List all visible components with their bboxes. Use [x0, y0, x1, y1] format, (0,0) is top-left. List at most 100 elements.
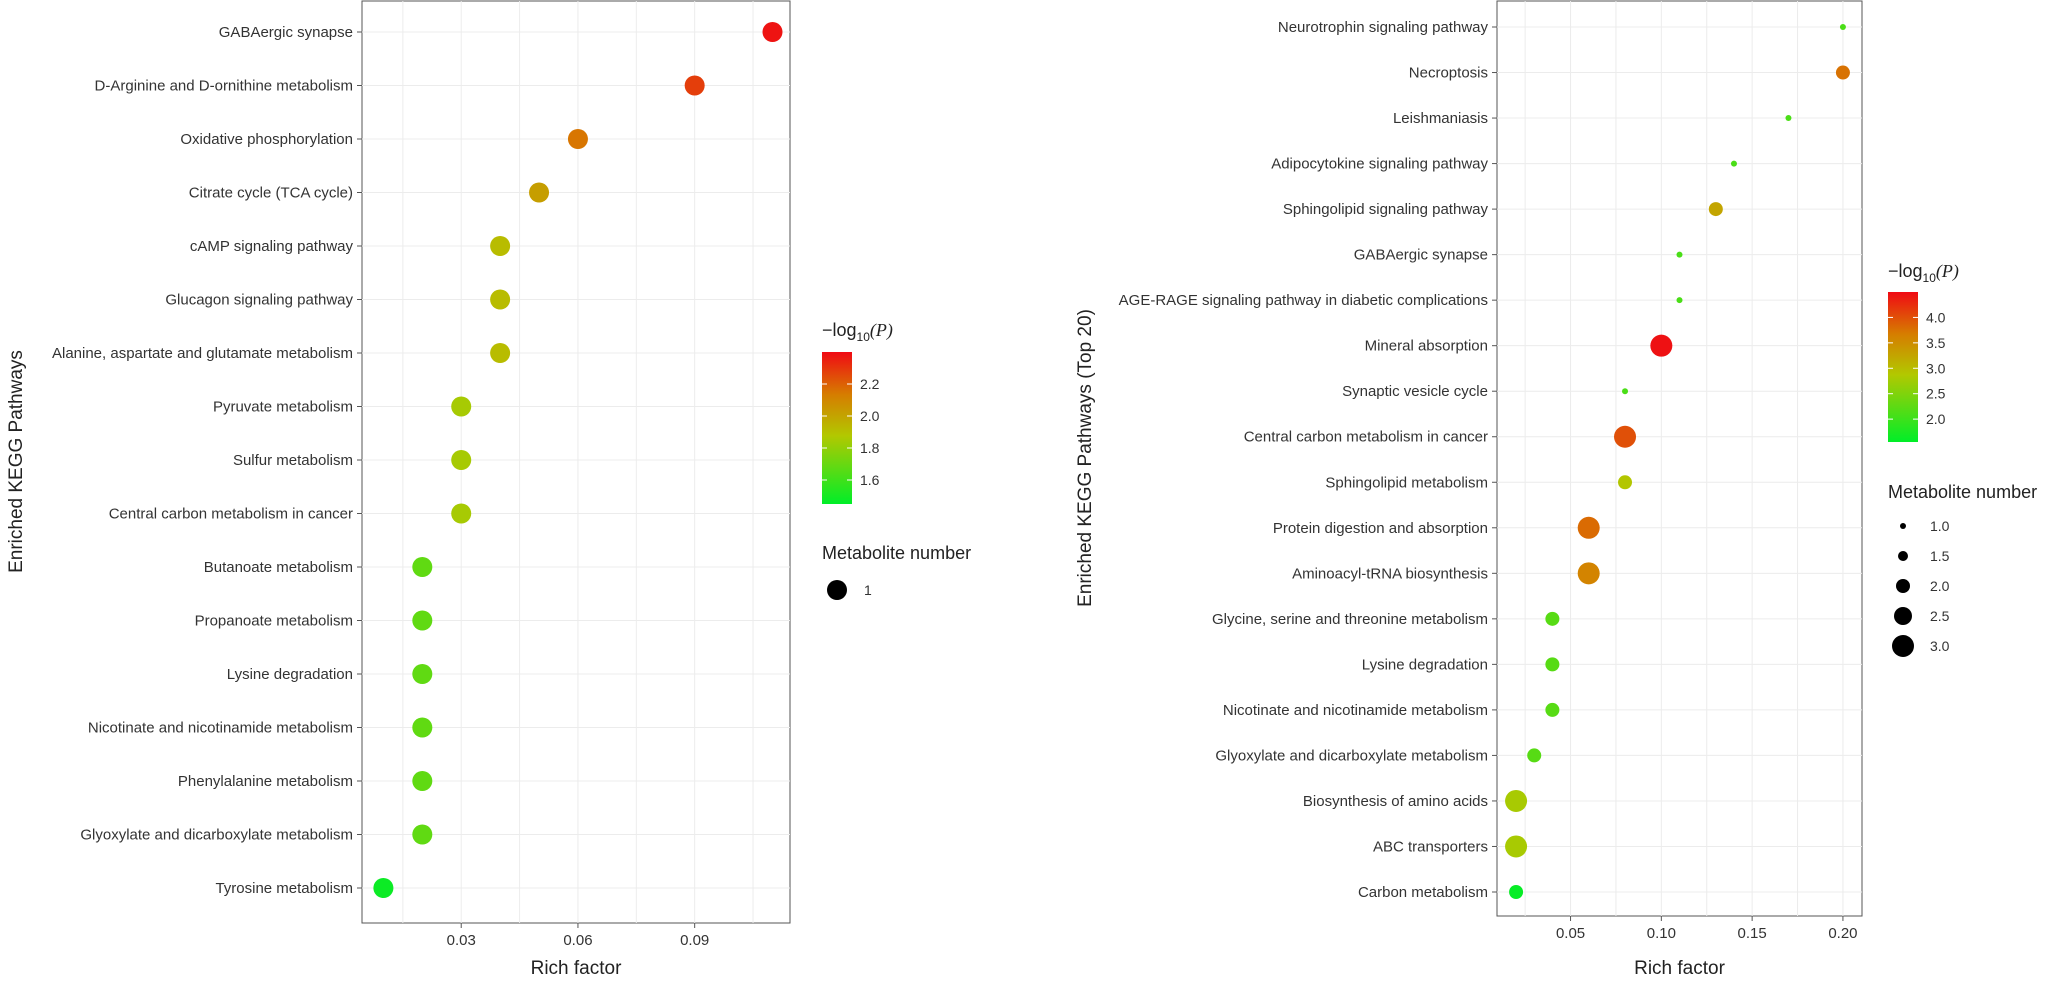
- data-point-central-carbon-metabolism-in-cancer: [1614, 425, 1637, 448]
- color-legend-label: 2.2: [860, 376, 880, 392]
- y-axis-title: Enriched KEGG Pathways: [6, 350, 27, 573]
- data-point-carbon-metabolism: [1509, 885, 1524, 899]
- y-tick-label-necroptosis: Necroptosis: [1409, 65, 1488, 82]
- size-legend-label: 1: [864, 582, 872, 598]
- legend-title-arg: (P): [1936, 261, 1959, 282]
- x-tick-label: 0.10: [1647, 925, 1676, 942]
- color-legend-title: −log10(P): [1888, 261, 1959, 285]
- data-point-glyoxylate-and-dicarboxylate-metabolism: [1527, 748, 1542, 763]
- y-tick-label-lysine-degradation: Lysine degradation: [1362, 656, 1488, 673]
- size-legend-title: Metabolite number: [822, 543, 971, 563]
- y-tick-label-sphingolipid-signaling-pathway: Sphingolipid signaling pathway: [1283, 201, 1489, 218]
- y-tick-label-sulfur-metabolism: Sulfur metabolism: [233, 452, 353, 469]
- y-tick-label-carbon-metabolism: Carbon metabolism: [1358, 884, 1488, 901]
- data-point-phenylalanine-metabolism: [412, 771, 433, 791]
- y-tick-label-glyoxylate-and-dicarboxylate-metabolism: Glyoxylate and dicarboxylate metabolism: [1215, 747, 1488, 764]
- data-point-neurotrophin-signaling-pathway: [1839, 24, 1846, 30]
- y-tick-label-propanoate-metabolism: Propanoate metabolism: [195, 613, 353, 630]
- data-point-citrate-cycle-tca-cycle: [529, 182, 550, 203]
- y-tick-label-adipocytokine-signaling-pathway: Adipocytokine signaling pathway: [1271, 156, 1488, 173]
- color-legend-label: 1.8: [860, 440, 880, 456]
- size-legend-title: Metabolite number: [1888, 482, 2037, 502]
- data-point-adipocytokine-signaling-pathway: [1730, 160, 1737, 167]
- color-legend-label: 2.0: [860, 408, 880, 424]
- y-tick-label-nicotinate-and-nicotinamide-metabolism: Nicotinate and nicotinamide metabolism: [88, 720, 353, 737]
- y-tick-label-citrate-cycle-tca-cycle: Citrate cycle (TCA cycle): [189, 185, 353, 202]
- data-point-protein-digestion-and-absorption: [1577, 516, 1600, 539]
- data-point-propanoate-metabolism: [412, 610, 433, 631]
- color-legend-label: 3.5: [1926, 335, 1946, 351]
- size-legend-label: 1.5: [1930, 548, 1950, 564]
- data-point-d-arginine-and-d-ornithine-metabolism: [684, 75, 705, 96]
- plot-frame: [361, 0, 791, 924]
- y-tick-label-alanine-aspartate-and-glutamate-metabolism: Alanine, aspartate and glutamate metabol…: [52, 345, 353, 362]
- y-tick-label-lysine-degradation: Lysine degradation: [227, 666, 353, 683]
- size-legend-label: 3.0: [1930, 638, 1950, 654]
- data-point-pyruvate-metabolism: [451, 396, 472, 417]
- y-tick-label-protein-digestion-and-absorption: Protein digestion and absorption: [1273, 520, 1488, 537]
- y-axis-title: Enriched KEGG Pathways (Top 20): [1075, 309, 1096, 607]
- color-legend-label: 3.0: [1926, 360, 1946, 376]
- y-tick-label-d-arginine-and-d-ornithine-metabolism: D-Arginine and D-ornithine metabolism: [95, 78, 353, 95]
- data-point-glucagon-signaling-pathway: [490, 289, 511, 310]
- data-point-biosynthesis-of-amino-acids: [1505, 789, 1528, 812]
- y-tick-label-leishmaniasis: Leishmaniasis: [1393, 110, 1488, 127]
- size-legend-dot: [1896, 579, 1910, 593]
- data-point-glyoxylate-and-dicarboxylate-metabolism: [412, 824, 433, 845]
- chart-panel-1: GABAergic synapse D-Arginine and D-ornith…: [6, 0, 971, 979]
- data-point-nicotinate-and-nicotinamide-metabolism: [412, 717, 433, 738]
- color-legend-bar: [822, 352, 852, 504]
- legend-title-sub: 10: [1923, 271, 1937, 285]
- legend-title-prefix: −log: [822, 320, 857, 340]
- x-tick-label: 0.15: [1738, 925, 1767, 942]
- data-point-nicotinate-and-nicotinamide-metabolism: [1545, 702, 1560, 717]
- data-point-sphingolipid-metabolism: [1618, 475, 1633, 490]
- data-point-central-carbon-metabolism-in-cancer: [451, 503, 472, 524]
- x-axis-title: Rich factor: [531, 958, 622, 979]
- y-tick-label-nicotinate-and-nicotinamide-metabolism: Nicotinate and nicotinamide metabolism: [1223, 702, 1488, 719]
- y-tick-label-synaptic-vesicle-cycle: Synaptic vesicle cycle: [1342, 383, 1488, 400]
- data-point-alanine-aspartate-and-glutamate-metabolism: [490, 343, 511, 363]
- y-tick-label-gabaergic-synapse: GABAergic synapse: [1354, 247, 1488, 264]
- size-legend-label: 2.5: [1930, 608, 1950, 624]
- y-tick-label-biosynthesis-of-amino-acids: Biosynthesis of amino acids: [1303, 793, 1488, 810]
- size-legend-label: 2.0: [1930, 578, 1950, 594]
- data-point-butanoate-metabolism: [412, 557, 433, 577]
- size-legend-label: 1.0: [1930, 518, 1950, 534]
- y-tick-label-age-rage-signaling-pathway-in-diabetic-complications: AGE-RAGE signaling pathway in diabetic c…: [1119, 292, 1488, 309]
- y-tick-label-glyoxylate-and-dicarboxylate-metabolism: Glyoxylate and dicarboxylate metabolism: [80, 827, 353, 844]
- data-point-camp-signaling-pathway: [490, 236, 511, 256]
- y-tick-label-glycine-serine-and-threonine-metabolism: Glycine, serine and threonine metabolism: [1212, 611, 1488, 628]
- data-point-aminoacyl-trna-biosynthesis: [1577, 562, 1600, 585]
- legend-title-prefix: −log: [1888, 261, 1923, 281]
- legend-title-arg: (P): [870, 320, 893, 341]
- data-point-glycine-serine-and-threonine-metabolism: [1545, 611, 1560, 626]
- y-tick-label-gabaergic-synapse: GABAergic synapse: [219, 24, 353, 41]
- size-legend-dot: [1894, 607, 1912, 625]
- plot-frame: [1496, 0, 1863, 917]
- color-legend-label: 2.0: [1926, 411, 1946, 427]
- color-legend-label: 2.5: [1926, 386, 1946, 402]
- color-legend-label: 4.0: [1926, 309, 1946, 325]
- legend-title-sub: 10: [857, 330, 871, 344]
- y-tick-label-tyrosine-metabolism: Tyrosine metabolism: [215, 880, 353, 897]
- x-tick-label: 0.06: [563, 932, 592, 949]
- y-tick-label-central-carbon-metabolism-in-cancer: Central carbon metabolism in cancer: [109, 506, 353, 523]
- data-point-tyrosine-metabolism: [373, 878, 394, 898]
- data-point-gabaergic-synapse: [762, 22, 783, 42]
- x-axis-title: Rich factor: [1634, 958, 1725, 979]
- data-point-necroptosis: [1835, 65, 1850, 80]
- data-point-sphingolipid-signaling-pathway: [1708, 202, 1723, 217]
- size-legend-dot: [1892, 635, 1914, 657]
- data-point-mineral-absorption: [1650, 334, 1673, 357]
- color-legend-label: 1.6: [860, 472, 880, 488]
- x-tick-label: 0.20: [1828, 925, 1857, 942]
- data-point-gabaergic-synapse: [1676, 251, 1683, 258]
- y-tick-label-abc-transporters: ABC transporters: [1373, 838, 1488, 855]
- y-tick-label-phenylalanine-metabolism: Phenylalanine metabolism: [178, 773, 353, 790]
- chart-panel-2: Neurotrophin signaling pathway Necroptosi…: [1075, 0, 2037, 979]
- x-tick-label: 0.05: [1556, 925, 1585, 942]
- size-legend-dot: [1898, 551, 1908, 561]
- color-legend-title: −log10(P): [822, 320, 893, 344]
